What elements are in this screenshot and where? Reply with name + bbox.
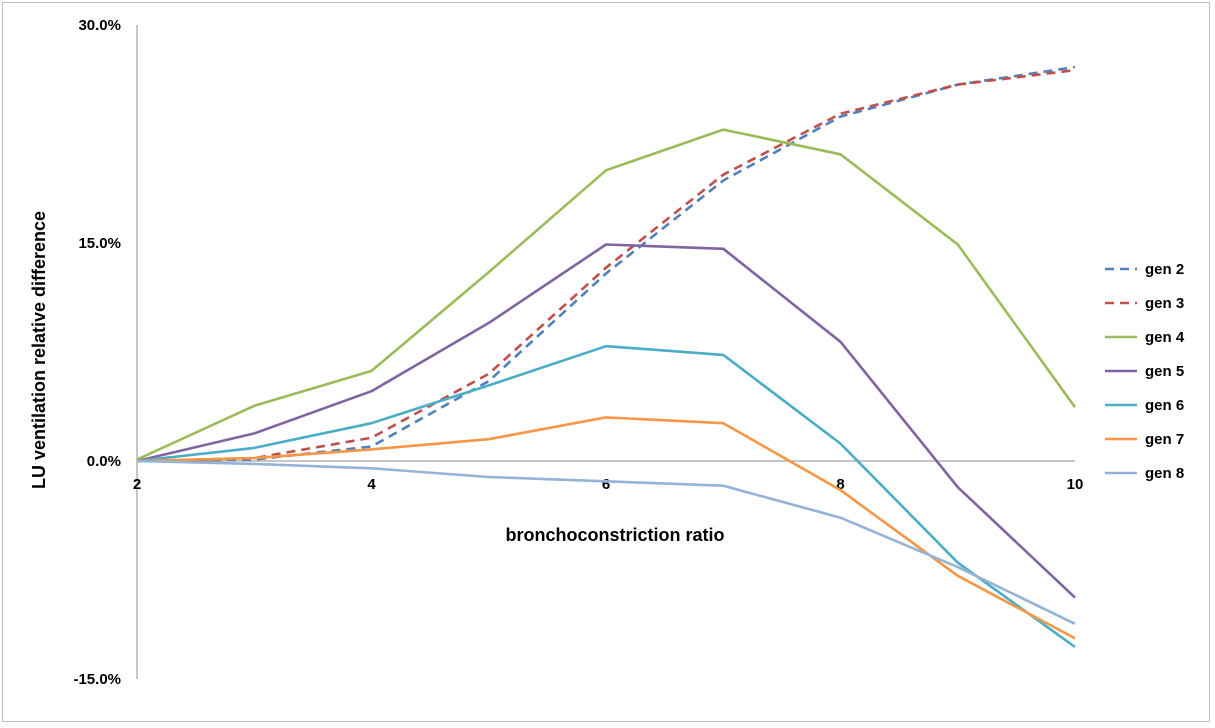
x-tick-label: 10 <box>1067 476 1084 493</box>
series-line-gen-6 <box>136 344 1076 649</box>
y-axis-title: LU ventilation relative difference <box>29 211 49 489</box>
legend-label: gen 8 <box>1145 465 1184 482</box>
y-tick-labels: -15.0% 0.0% 15.0% 30.0% <box>73 17 121 688</box>
series-line-gen-4 <box>136 128 1077 461</box>
series-line-gen-7 <box>136 416 1076 640</box>
x-axis-title: bronchoconstriction ratio <box>505 525 724 545</box>
y-tick-label: 0.0% <box>87 453 121 470</box>
series-lines <box>136 65 1077 649</box>
legend-label: gen 5 <box>1145 363 1184 380</box>
series-line-gen-8 <box>136 459 1076 625</box>
series-line-gen-5 <box>136 243 1076 599</box>
x-tick-label: 8 <box>836 476 844 493</box>
series-line-gen-3 <box>136 68 1076 463</box>
legend-label: gen 7 <box>1145 431 1184 448</box>
x-tick-label: 2 <box>133 476 141 493</box>
legend-label: gen 2 <box>1145 261 1184 278</box>
x-tick-label: 6 <box>602 476 610 493</box>
legend-label: gen 6 <box>1145 397 1184 414</box>
x-tick-label: 4 <box>367 476 376 493</box>
x-tick-labels: 2 4 6 8 10 <box>133 476 1084 493</box>
y-tick-label: 15.0% <box>78 235 121 252</box>
legend-label: gen 3 <box>1145 295 1184 312</box>
y-tick-label: -15.0% <box>73 671 121 688</box>
legend-label: gen 4 <box>1145 329 1185 346</box>
y-tick-label: 30.0% <box>78 17 121 34</box>
legend: gen 2 gen 3 gen 4 gen 5 gen 6 gen 7 gen 8 <box>1105 261 1185 482</box>
series-line-gen-2 <box>136 65 1076 463</box>
